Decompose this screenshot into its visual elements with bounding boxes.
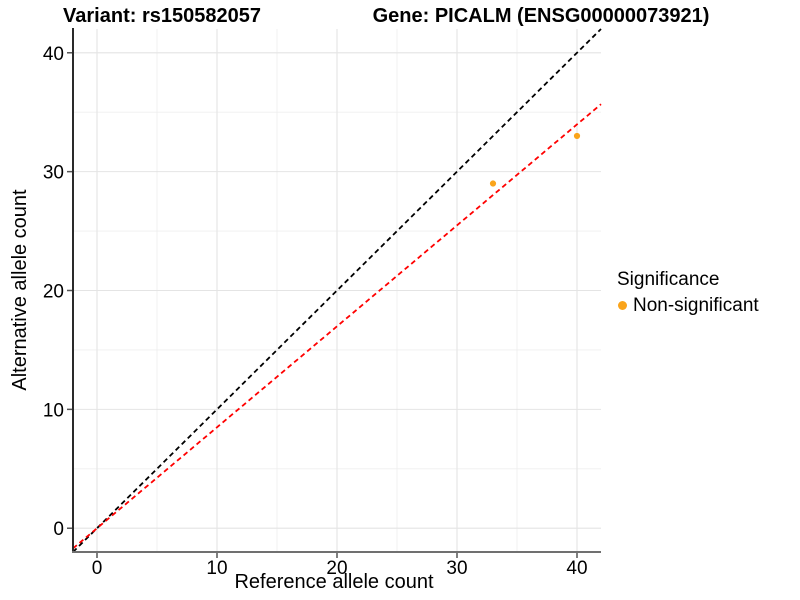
legend-title: Significance <box>617 269 720 290</box>
x-tick-label: 40 <box>566 558 587 579</box>
reference-lines <box>72 28 602 553</box>
legend: Significance Non-significant <box>617 270 759 315</box>
x-tick-label: 20 <box>326 558 347 579</box>
y-axis-title: Alternative allele count <box>9 189 31 391</box>
variant-title: Variant: rs150582057 <box>63 5 261 27</box>
axis-tick-marks <box>67 52 578 558</box>
y-tick-label: 10 <box>43 400 64 421</box>
legend-entries: Non-significant <box>617 296 759 315</box>
x-tick-label: 30 <box>446 558 467 579</box>
axis-lines <box>72 28 601 553</box>
legend-entry-label: Non-significant <box>633 295 759 316</box>
fitted-ratio-line <box>72 103 602 550</box>
x-axis-title: Reference allele count <box>234 571 434 593</box>
identity-line <box>72 28 602 553</box>
x-tick-label: 10 <box>206 558 227 579</box>
y-tick-label: 20 <box>43 282 64 303</box>
data-points <box>489 132 581 187</box>
axis-tick-labels: 0 10 20 30 40 0 10 20 30 40 <box>43 44 588 579</box>
legend-entry: Non-significant <box>617 296 759 315</box>
major-gridlines <box>73 29 601 552</box>
y-tick-label: 30 <box>43 163 64 184</box>
x-tick-label: 0 <box>92 558 103 579</box>
data-point <box>573 132 581 140</box>
y-tick-label: 40 <box>43 44 64 65</box>
data-point <box>489 180 497 187</box>
gene-title: Gene: PICALM (ENSG00000073921) <box>372 5 710 27</box>
legend-key-dot-icon <box>618 301 627 310</box>
y-tick-label: 0 <box>53 519 64 540</box>
